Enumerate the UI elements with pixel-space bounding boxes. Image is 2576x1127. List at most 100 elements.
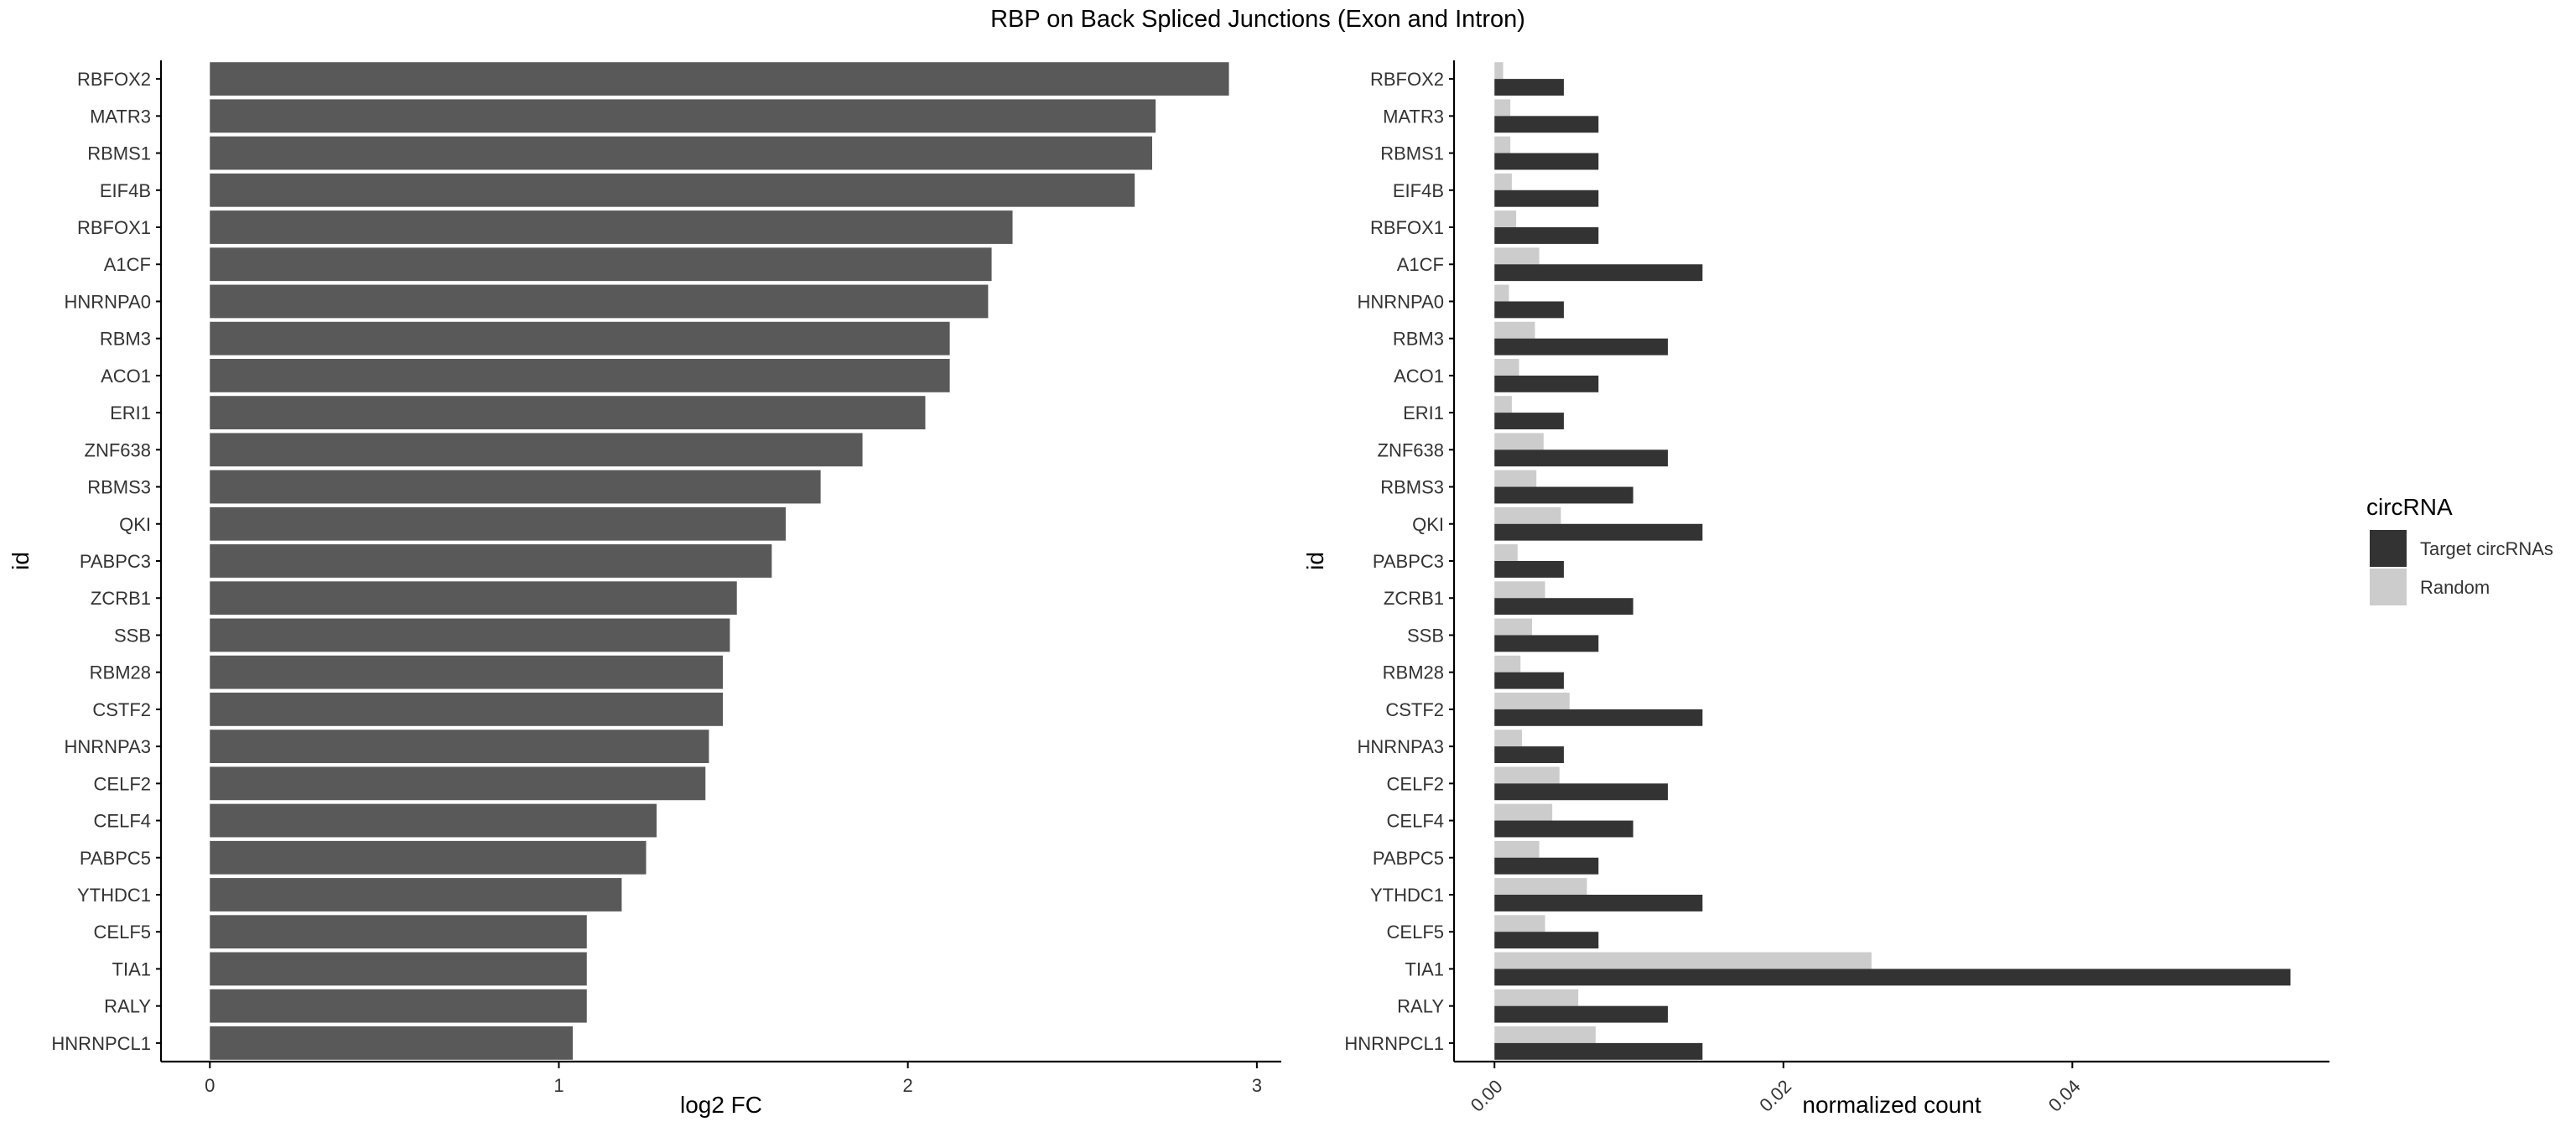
bar-random-hnrnpcl1 [1494,1026,1596,1043]
bar-target-qki [1494,523,1703,541]
y-tick-label-ssb: SSB [1407,625,1444,646]
bar-eif4b [210,173,1135,207]
bar-random-znf638 [1494,433,1544,450]
y-tick-label-rbm28: RBM28 [1383,662,1444,683]
bar-random-hnrnpa0 [1494,284,1509,302]
bar-random-tia1 [1494,952,1872,969]
bar-target-raly [1494,1005,1668,1023]
y-tick-label-rbm3: RBM3 [100,329,151,350]
bar-qki [210,506,786,541]
bar-target-hnrnpcl1 [1494,1042,1703,1060]
y-tick-label-tia1: TIA1 [112,958,151,979]
legend-label-random: Random [2420,577,2490,598]
bar-rbfox1 [210,210,1013,244]
bar-random-aco1 [1494,358,1519,376]
bar-zcrb1 [210,581,737,615]
y-tick-label-rbfox2: RBFOX2 [77,69,151,90]
bar-random-eif4b [1494,173,1512,190]
y-tick-label-znf638: ZNF638 [85,439,151,460]
bar-random-ythdc1 [1494,878,1587,895]
bar-target-hnrnpa0 [1494,301,1564,319]
bar-hnrnpa3 [210,730,709,764]
x-tick-label-0: 0 [205,1075,215,1096]
bar-target-pabpc3 [1494,561,1564,578]
bar-celf4 [210,803,657,838]
y-tick-label-eri1: ERI1 [110,402,151,423]
y-tick-label-a1cf: A1CF [1397,254,1444,275]
bar-target-rbfox2 [1494,79,1564,96]
bar-rbm28 [210,655,724,689]
bar-matr3 [210,99,1156,133]
bar-random-celf4 [1494,803,1553,821]
y-tick-label-hnrnpcl1: HNRNPCL1 [1344,1033,1444,1054]
bar-random-eri1 [1494,396,1512,413]
bar-target-celf4 [1494,820,1633,838]
chart-title: RBP on Back Spliced Junctions (Exon and … [990,6,1525,33]
y-tick-label-celf5: CELF5 [94,922,151,943]
y-tick-label-ythdc1: YTHDC1 [1370,885,1444,906]
y-tick-label-zcrb1: ZCRB1 [1384,588,1444,609]
bar-random-zcrb1 [1494,581,1545,599]
x-tick-label-0.00: 0.00 [1467,1076,1507,1116]
bar-rbms1 [210,136,1153,170]
bar-random-cstf2 [1494,692,1570,709]
bar-random-pabpc5 [1494,840,1540,858]
bar-hnrnpa0 [210,284,989,319]
y-tick-label-rbfox1: RBFOX1 [1370,217,1444,238]
y-tick-label-rbms3: RBMS3 [87,477,151,498]
y-tick-label-rbm28: RBM28 [90,662,151,683]
bar-target-ssb [1494,635,1599,652]
bar-random-qki [1494,506,1561,524]
y-tick-label-qki: QKI [119,514,151,535]
bar-random-matr3 [1494,99,1511,117]
bar-random-celf5 [1494,915,1545,932]
bar-target-ythdc1 [1494,895,1703,911]
y-tick-label-pabpc5: PABPC5 [80,848,151,869]
x-tick-label-1: 1 [553,1075,564,1096]
y-tick-label-matr3: MATR3 [1383,106,1444,127]
legend-label-target: Target circRNAs [2420,538,2553,559]
y-tick-label-raly: RALY [1397,996,1444,1017]
bar-pabpc3 [210,544,772,578]
y-tick-label-rbfox1: RBFOX1 [77,217,151,238]
bar-tia1 [210,952,587,986]
y-tick-label-tia1: TIA1 [1405,958,1444,979]
y-tick-label-pabpc3: PABPC3 [1373,551,1444,572]
y-tick-label-matr3: MATR3 [90,106,151,127]
x-tick-label-3: 3 [1252,1075,1262,1096]
bar-cstf2 [210,692,724,726]
y-tick-label-rbms1: RBMS1 [1380,143,1444,164]
x-axis-title: log2 FC [680,1092,762,1118]
y-axis-title: id [1302,552,1328,570]
bar-random-rbm3 [1494,321,1535,339]
bar-pabpc5 [210,840,647,875]
legend: circRNA Target circRNAs Random [2366,494,2553,605]
bar-target-a1cf [1494,264,1703,282]
bar-target-eif4b [1494,190,1599,207]
y-tick-label-cstf2: CSTF2 [92,699,151,720]
bar-ssb [210,618,730,652]
bar-target-rbm3 [1494,338,1668,356]
y-tick-label-raly: RALY [104,996,151,1017]
x-tick-label-2: 2 [903,1075,913,1096]
x-axis-title: normalized count [1802,1092,1981,1118]
legend-title: circRNA [2366,494,2453,520]
y-tick-label-pabpc3: PABPC3 [80,551,151,572]
y-tick-label-hnrnpa0: HNRNPA0 [64,291,151,312]
y-tick-label-hnrnpa3: HNRNPA3 [64,736,151,757]
y-tick-label-eif4b: EIF4B [1393,180,1444,201]
y-tick-label-celf5: CELF5 [1387,922,1444,943]
bar-celf2 [210,766,706,801]
y-tick-label-celf4: CELF4 [1387,811,1444,832]
legend-key-target [2370,530,2407,567]
y-tick-label-cstf2: CSTF2 [1385,699,1444,720]
y-tick-label-celf2: CELF2 [1387,773,1444,794]
y-axis-title: id [8,552,34,570]
bar-target-rbm28 [1494,672,1564,689]
bar-random-a1cf [1494,247,1540,265]
bar-random-rbms1 [1494,136,1511,153]
bar-eri1 [210,396,926,430]
bar-target-znf638 [1494,449,1668,467]
